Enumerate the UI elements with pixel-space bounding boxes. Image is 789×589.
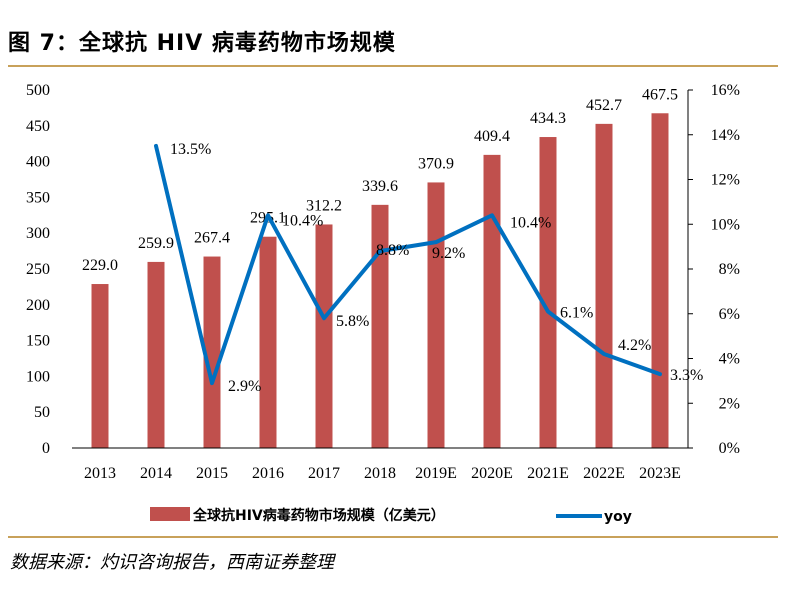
- bar-value-label: 339.6: [362, 178, 398, 195]
- yoy-value-label: 2.9%: [228, 378, 261, 395]
- right-axis-ticks: 0% 2% 4% 6% 8% 10% 12% 14% 16%: [688, 82, 740, 457]
- x-tick-label: 2022E: [583, 465, 625, 482]
- bar: [315, 224, 333, 448]
- y-tick-label: 100: [26, 368, 50, 385]
- yoy-value-label: 8.8%: [376, 242, 409, 259]
- bar-value-label: 467.5: [642, 86, 678, 103]
- legend: 全球抗HIV病毒药物市场规模（亿美元） yoy: [150, 507, 632, 525]
- bar-series: [91, 113, 669, 449]
- bar-value-label: 409.4: [474, 128, 510, 145]
- bar: [203, 256, 221, 448]
- y2-tick-label: 2%: [719, 395, 740, 412]
- legend-bar-swatch: [150, 507, 190, 521]
- bar-value-label: 229.0: [82, 257, 118, 274]
- left-axis-ticks: 0 50 100 150 200 250 300 350 400 450 500: [26, 82, 50, 457]
- yoy-value-label: 9.2%: [432, 245, 465, 262]
- yoy-value-label: 3.3%: [670, 367, 703, 384]
- x-tick-label: 2014: [140, 465, 172, 482]
- bar-value-label: 312.2: [306, 197, 342, 214]
- y2-tick-label: 0%: [719, 440, 740, 457]
- yoy-data-labels: 13.5% 2.9% 10.4% 5.8% 8.8% 9.2% 10.4% 6.1% 4.2% 3…: [170, 141, 703, 395]
- y-tick-label: 350: [26, 189, 50, 206]
- yoy-value-label: 10.4%: [510, 214, 551, 231]
- x-tick-label: 2017: [308, 465, 340, 482]
- yoy-value-label: 5.8%: [336, 313, 369, 330]
- chart-title: 图 7：全球抗 HIV 病毒药物市场规模: [8, 31, 396, 56]
- y-tick-label: 500: [26, 82, 50, 99]
- y2-tick-label: 16%: [711, 82, 740, 99]
- chart-area: 0 50 100 150 200 250 300 350 400 450 500 0% 2% 4% 6% 8…: [26, 82, 740, 525]
- x-tick-label: 2023E: [639, 465, 681, 482]
- yoy-line: [154, 143, 662, 386]
- x-tick-label: 2018: [364, 465, 396, 482]
- y2-tick-label: 8%: [719, 261, 740, 278]
- bar: [371, 204, 389, 448]
- y2-tick-label: 6%: [719, 306, 740, 323]
- y-tick-label: 0: [42, 440, 50, 457]
- bar: [259, 236, 277, 448]
- y2-tick-label: 12%: [711, 172, 740, 189]
- y-tick-label: 50: [34, 404, 50, 421]
- x-tick-label: 2019E: [415, 465, 457, 482]
- x-tick-label: 2015: [196, 465, 228, 482]
- y2-tick-label: 10%: [711, 216, 740, 233]
- x-axis-ticks: 2013 2014 2015 2016 2017 2018 2019E 2020E 2021E 2…: [84, 465, 681, 482]
- bar-value-label: 267.4: [194, 230, 230, 247]
- y-tick-label: 200: [26, 297, 50, 314]
- top-divider: [8, 65, 778, 67]
- y-tick-label: 400: [26, 154, 50, 171]
- y-tick-label: 450: [26, 118, 50, 135]
- y-tick-label: 300: [26, 225, 50, 242]
- x-tick-label: 2016: [252, 465, 284, 482]
- bottom-divider: [8, 536, 778, 538]
- bar-value-label: 259.9: [138, 235, 174, 252]
- bar: [651, 113, 669, 449]
- bar: [539, 137, 557, 448]
- bar: [147, 261, 165, 448]
- source-note: 数据来源：灼识咨询报告，西南证券整理: [10, 552, 334, 573]
- bar-value-label: 370.9: [418, 155, 454, 172]
- yoy-value-label: 13.5%: [170, 141, 211, 158]
- y-tick-label: 150: [26, 333, 50, 350]
- bar-value-label: 434.3: [530, 110, 566, 127]
- yoy-value-label: 4.2%: [618, 337, 651, 354]
- bar: [595, 123, 613, 449]
- bar: [427, 182, 445, 448]
- bar: [483, 154, 501, 448]
- legend-bar-label: 全球抗HIV病毒药物市场规模（亿美元）: [192, 507, 445, 524]
- bar: [91, 284, 109, 448]
- y2-tick-label: 14%: [711, 127, 740, 144]
- y2-tick-label: 4%: [719, 351, 740, 368]
- x-tick-label: 2021E: [527, 465, 569, 482]
- y-tick-label: 250: [26, 261, 50, 278]
- bar-value-label: 452.7: [586, 97, 622, 114]
- x-tick-label: 2020E: [471, 465, 513, 482]
- yoy-value-label: 6.1%: [560, 305, 593, 322]
- x-tick-label: 2013: [84, 465, 116, 482]
- yoy-value-label: 10.4%: [282, 212, 323, 229]
- legend-line-label: yoy: [604, 509, 632, 525]
- yoy-series: [154, 143, 662, 386]
